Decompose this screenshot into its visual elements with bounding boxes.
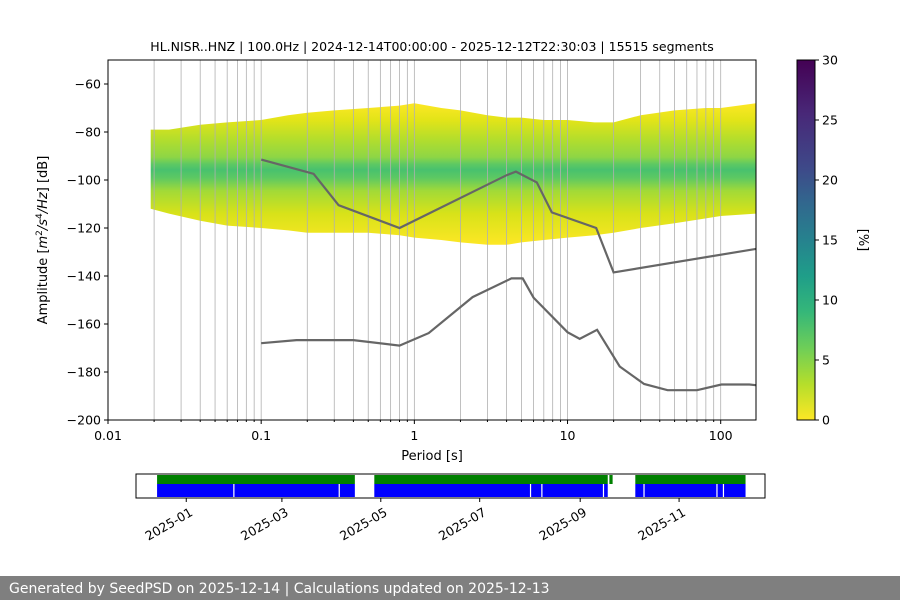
timeline-tick-label: 2025-09 — [536, 504, 589, 543]
timeline-bar-green — [374, 475, 608, 484]
timeline-gap — [643, 484, 645, 497]
psd-plot: HL.NISR..HNZ | 100.0Hz | 2024-12-14T00:0… — [35, 39, 757, 464]
timeline-tick-label: 2025-01 — [142, 504, 195, 543]
chart-title: HL.NISR..HNZ | 100.0Hz | 2024-12-14T00:0… — [150, 39, 713, 54]
y-tick-label: −160 — [67, 317, 101, 332]
timeline-bar-green — [157, 475, 355, 484]
psd-density-band — [150, 103, 756, 245]
colorbar-label: [%] — [855, 229, 870, 252]
x-tick-label: 0.01 — [94, 428, 122, 443]
colorbar-tick-label: 15 — [822, 233, 838, 248]
timeline-frame — [135, 473, 766, 499]
y-tick-label: −80 — [75, 125, 101, 140]
timeline-bar-blue — [374, 484, 608, 497]
timeline-tick-label: 2025-03 — [238, 504, 291, 543]
y-tick-label: −60 — [75, 77, 101, 92]
timeline-tick-label: 2025-07 — [436, 504, 489, 543]
y-tick-label: −100 — [67, 173, 101, 188]
timeline-gap — [233, 484, 235, 497]
timeline-gap — [722, 484, 725, 497]
colorbar-tick-label: 20 — [822, 173, 838, 188]
y-tick-label: −180 — [67, 365, 101, 380]
timeline-tick-label: 2025-05 — [337, 504, 390, 543]
colorbar-tick-label: 0 — [822, 413, 830, 428]
noise-model-curves — [260, 158, 756, 392]
footer-bar: Generated by SeedPSD on 2025-12-14 | Cal… — [0, 576, 900, 600]
vertical-gridlines — [108, 60, 722, 420]
timeline-bars — [157, 475, 746, 497]
x-tick-label: 1 — [410, 428, 418, 443]
timeline-gap — [541, 484, 543, 497]
colorbar-scale — [796, 59, 816, 421]
x-tick-label: 0.1 — [251, 428, 271, 443]
colorbar-tick-label: 25 — [822, 113, 838, 128]
colorbar-ticks: 0 5 10 15 20 25 30 — [815, 53, 838, 428]
y-tick-label: −200 — [67, 413, 101, 428]
x-tick-label: 100 — [709, 428, 733, 443]
timeline-gap — [602, 484, 605, 497]
timeline-bar-green — [609, 475, 613, 484]
x-tick-label: 10 — [560, 428, 576, 443]
timeline-gap — [529, 484, 532, 497]
colorbar-tick-label: 30 — [822, 53, 838, 68]
low-noise-model-line — [261, 277, 756, 392]
timeline-bar-green — [635, 475, 746, 484]
y-tick-label: −120 — [67, 221, 101, 236]
x-axis-label: Period [s] — [401, 449, 463, 464]
y-tick-label: −140 — [67, 269, 101, 284]
high-noise-model-line — [260, 158, 756, 274]
timeline-bar-blue — [635, 484, 746, 497]
plot-frame — [107, 59, 757, 421]
x-axis-ticks: 0.01 0.1 1 10 100 — [94, 420, 733, 443]
colorbar-tick-label: 5 — [822, 353, 830, 368]
colorbar-tick-label: 10 — [822, 293, 838, 308]
timeline-gap — [716, 484, 718, 497]
timeline-bar-blue — [157, 484, 355, 497]
colorbar: 0 5 10 15 20 25 30 [%] — [796, 53, 870, 428]
figure-canvas: HL.NISR..HNZ | 100.0Hz | 2024-12-14T00:0… — [35, 39, 870, 544]
y-axis-label: Amplitude [m2/s4/Hz] [dB] — [35, 156, 51, 325]
timeline-gap — [338, 484, 340, 497]
timeline-ticks: 2025-01 2025-03 2025-05 2025-07 2025-09 2025-… — [142, 498, 688, 544]
timeline-tick-label: 2025-11 — [635, 504, 688, 543]
y-axis-ticks: −200 −180 −160 −140 −120 −100 −80 −60 — [67, 77, 108, 428]
availability-timeline: 2025-01 2025-03 2025-05 2025-07 2025-09 2025-… — [135, 473, 766, 544]
